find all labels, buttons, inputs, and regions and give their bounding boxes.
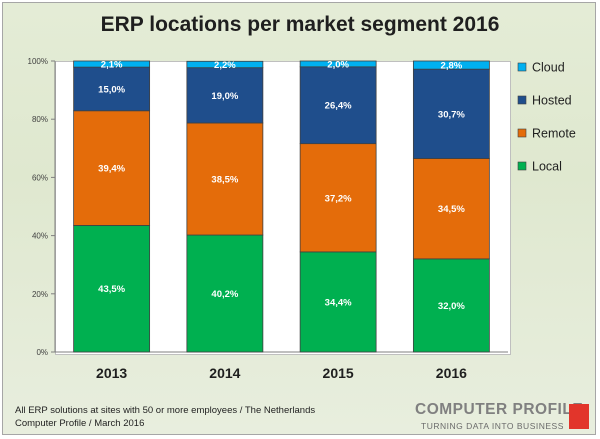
- legend-swatch-hosted: [517, 95, 527, 105]
- y-tick-label: 0%: [36, 348, 48, 357]
- bar-segment-local: [412, 258, 490, 353]
- data-label-local: 32,0%: [438, 301, 465, 312]
- legend-label-cloud: Cloud: [532, 61, 565, 75]
- chart-title: ERP locations per market segment 2016: [100, 13, 500, 36]
- y-tick-label: 60%: [32, 173, 48, 182]
- bar-segment-hosted: [186, 67, 264, 124]
- bar-segment-hosted: [73, 66, 151, 112]
- footer-note: All ERP solutions at sites with 50 or mo…: [15, 404, 315, 430]
- footer-line-1: All ERP solutions at sites with 50 or mo…: [15, 405, 316, 416]
- bar-segment-local: [73, 225, 151, 353]
- legend-swatch-cloud: [517, 62, 527, 72]
- legend-swatch-local: [517, 161, 527, 171]
- data-label-cloud: 2,2%: [214, 60, 236, 71]
- bar-segment-cloud: [299, 60, 377, 68]
- logo-red-square-icon: [569, 404, 589, 429]
- logo-tagline: TURNING DATA INTO BUSINESS: [421, 421, 564, 431]
- data-label-remote: 37,2%: [325, 193, 352, 204]
- bar-segment-hosted: [299, 66, 377, 145]
- company-logo: COMPUTER PROFILE TURNING DATA INTO BUSIN…: [415, 401, 590, 433]
- bar-segment-remote: [186, 122, 264, 236]
- footer-line-2: Computer Profile / March 2016: [15, 418, 145, 429]
- data-label-cloud: 2,0%: [327, 59, 349, 70]
- y-tick-label: 80%: [32, 115, 48, 124]
- data-label-hosted: 15,0%: [98, 84, 125, 95]
- y-tick-label: 20%: [32, 290, 48, 299]
- data-label-local: 40,2%: [211, 289, 238, 300]
- x-tick-label: 2016: [436, 365, 467, 381]
- x-tick-label: 2014: [209, 365, 240, 381]
- data-label-hosted: 30,7%: [438, 109, 465, 120]
- bar-segment-cloud: [186, 60, 264, 69]
- data-label-cloud: 2,8%: [441, 61, 463, 72]
- data-label-cloud: 2,1%: [101, 60, 123, 71]
- legend-label-hosted: Hosted: [532, 94, 572, 108]
- bar-segment-hosted: [412, 68, 490, 159]
- x-tick-label: 2013: [96, 365, 127, 381]
- bar-segment-remote: [412, 158, 490, 260]
- legend-swatch-remote: [517, 128, 527, 138]
- bar-segment-cloud: [73, 60, 151, 68]
- data-label-local: 34,4%: [325, 297, 352, 308]
- bar-segment-remote: [73, 110, 151, 226]
- data-label-remote: 39,4%: [98, 164, 125, 175]
- data-label-local: 43,5%: [98, 284, 125, 295]
- legend-label-local: Local: [532, 160, 562, 174]
- y-tick-label: 100%: [28, 57, 48, 66]
- bar-segment-local: [299, 251, 377, 353]
- data-label-hosted: 19,0%: [211, 91, 238, 102]
- data-label-remote: 34,5%: [438, 204, 465, 215]
- y-tick-label: 40%: [32, 232, 48, 241]
- data-label-hosted: 26,4%: [325, 101, 352, 112]
- x-tick-label: 2015: [323, 365, 354, 381]
- data-label-remote: 38,5%: [211, 175, 238, 186]
- legend-label-remote: Remote: [532, 127, 576, 141]
- bar-segment-local: [186, 234, 264, 353]
- logo-wordmark: COMPUTER PROFILE: [415, 401, 584, 418]
- bar-segment-cloud: [412, 60, 490, 70]
